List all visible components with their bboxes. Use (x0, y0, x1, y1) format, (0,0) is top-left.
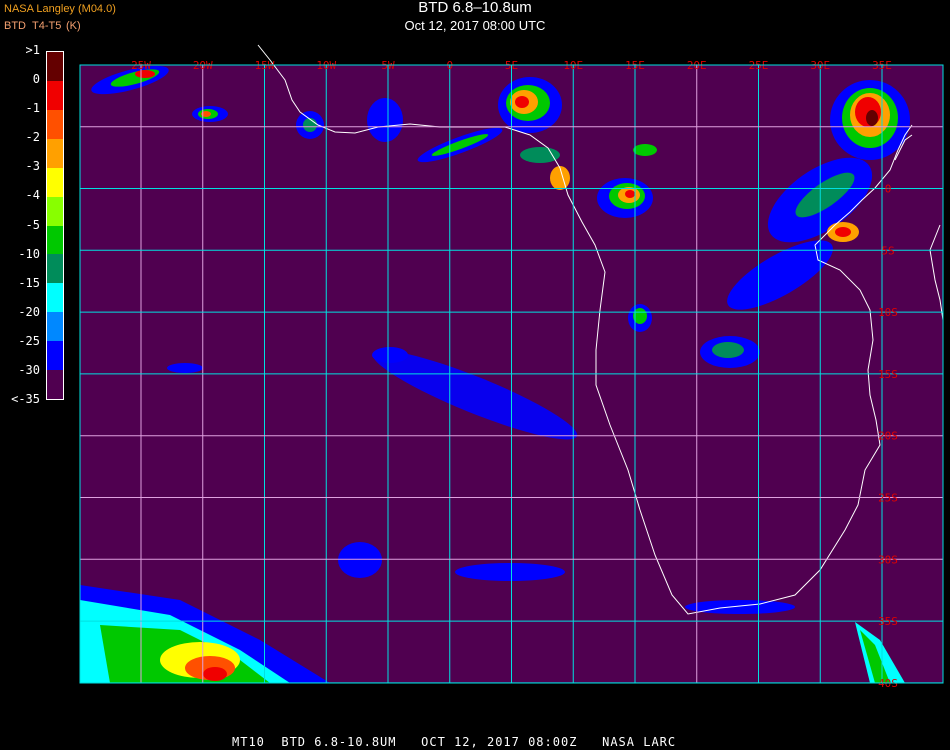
cloud-plume (372, 347, 408, 363)
cloud-plume (685, 600, 795, 614)
grid-label: 0 (885, 183, 892, 196)
image-title: BTD 6.8–10.8um (418, 0, 532, 16)
legend-swatch (47, 370, 63, 400)
footer-caption: MT10 BTD 6.8-10.8UM OCT 12, 2017 08:00Z … (232, 735, 677, 749)
legend-swatch (47, 283, 63, 313)
legend-label: -1 (25, 101, 40, 116)
legend-label: -15 (18, 275, 40, 290)
cloud-plume (167, 363, 203, 373)
legend-swatch (47, 52, 63, 81)
grid-label: 5S (881, 244, 894, 257)
legend-label: -5 (25, 217, 40, 232)
legend-swatch (47, 341, 63, 371)
legend-label: -30 (18, 362, 40, 377)
legend-label: -20 (18, 304, 40, 319)
legend-label: -25 (18, 333, 40, 348)
legend-swatch (47, 109, 63, 139)
legend-label: -10 (18, 246, 40, 261)
grid-label: 25S (878, 492, 898, 505)
storm-cluster (597, 178, 653, 218)
legend-swatch (47, 254, 63, 284)
grid-labels: 25W 20W 15W 10W 5W 0 5E 10E 15E 20E 25E 30E 35E05S10… (131, 59, 898, 690)
storm-cluster (830, 80, 910, 160)
color-legend (46, 51, 64, 400)
grid-label: 35S (878, 615, 898, 628)
organization-label: NASA Langley (M04.0) (4, 3, 116, 15)
legend-swatch (47, 312, 63, 342)
storm-cluster (91, 65, 403, 142)
map-border (79, 64, 944, 684)
coastline-africa (257, 44, 913, 615)
legend-swatch (47, 225, 63, 255)
frontal-cloud (80, 585, 905, 683)
legend-label: -2 (25, 130, 40, 145)
coastlines (257, 44, 944, 615)
cloud-plume (338, 542, 382, 578)
cloud-plume (455, 563, 565, 581)
legend-label: -3 (25, 159, 40, 174)
coastline-arabia (894, 134, 913, 161)
grid-label: 30S (878, 553, 898, 566)
legend-units: T4-T5 (32, 20, 62, 32)
cloud-plume (372, 350, 578, 440)
grid-label: 20S (878, 430, 898, 443)
grid-label: 10S (878, 306, 898, 319)
legend-swatch (47, 167, 63, 197)
grid-label: 15S (878, 368, 898, 381)
legend-units-k: (K) (66, 20, 81, 32)
legend-swatch (47, 196, 63, 226)
legend-label: >1 (25, 43, 40, 57)
legend-swatch (47, 80, 63, 110)
legend-label: 0 (32, 72, 40, 87)
image-timestamp: Oct 12, 2017 08:00 UTC (404, 18, 546, 33)
legend-label: <-35 (11, 392, 40, 406)
coastline-madagascar (929, 224, 944, 321)
cloud-features (80, 65, 910, 683)
storm-cluster (498, 77, 562, 133)
legend-swatch (47, 138, 63, 168)
storm-cluster (417, 127, 833, 368)
legend-label: -4 (25, 188, 40, 203)
legend-title: BTD (4, 20, 26, 32)
